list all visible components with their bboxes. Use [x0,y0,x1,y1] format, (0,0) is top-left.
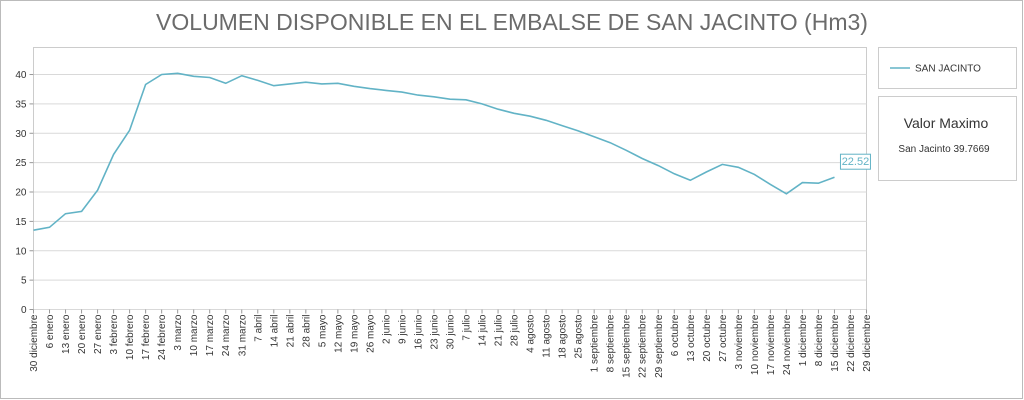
x-tick-label: 27 enero [93,314,104,354]
y-tick-label: 30 [15,129,27,140]
y-tick-label: 25 [15,158,27,169]
x-tick-label: 15 septiembre [622,314,633,378]
x-tick-label: 19 mayo [349,314,360,353]
y-tick-label: 35 [15,99,27,110]
x-tick-label: 6 octubre [670,314,681,356]
x-tick-label: 20 enero [77,314,88,354]
x-tick-label: 24 marzo [221,314,232,356]
series-line [33,72,835,231]
x-tick-label: 5 mayo [317,314,328,347]
x-tick-label: 14 abril [269,315,280,348]
x-tick-label: 12 mayo [333,314,344,353]
x-tick-label: 13 enero [61,314,72,354]
y-tick-label: 0 [21,305,27,316]
x-tick-label: 9 junio [397,314,408,344]
x-tick-label: 6 enero [45,314,56,348]
x-tick-label: 10 febrero [125,314,136,360]
y-tick-label: 40 [15,70,27,81]
x-tick-label: 22 diciembre [846,314,857,372]
x-tick-label: 17 febrero [141,314,152,360]
x-tick-label: 29 septiembre [654,314,665,378]
x-tick-label: 22 septiembre [638,314,649,378]
x-tick-label: 16 junio [413,314,424,349]
x-tick-label: 18 agosto [558,314,569,358]
x-tick-label: 17 marzo [205,314,216,356]
y-tick-label: 5 [21,276,27,287]
y-tick-label: 15 [15,217,27,228]
x-tick-label: 30 junio [446,314,457,349]
x-tick-label: 25 agosto [574,314,585,358]
x-tick-label: 29 diciembre [862,314,873,372]
x-tick-label: 21 julio [494,314,505,346]
y-tick-label: 20 [15,188,27,199]
x-tick-label: 20 octubre [702,314,713,362]
x-tick-label: 2 junio [381,314,392,344]
x-tick-label: 27 octubre [718,314,729,362]
legend-label: SAN JACINTO [915,64,981,75]
chart-title: VOLUMEN DISPONIBLE EN EL EMBALSE DE SAN … [156,9,868,35]
x-tick-label: 7 julio [462,314,473,341]
x-tick-label: 24 noviembre [782,314,793,375]
x-tick-label: 23 junio [429,314,440,349]
x-tick-label: 31 marzo [237,314,248,356]
x-tick-label: 24 febrero [157,314,168,360]
x-tick-label: 28 julio [510,314,521,346]
x-tick-label: 17 noviembre [766,314,777,375]
x-tick-label: 4 agosto [526,314,537,353]
x-tick-label: 28 abril [301,315,312,348]
x-tick-label: 1 septiembre [590,314,601,372]
max-box [878,96,1017,181]
x-tick-label: 3 febrero [109,314,120,354]
x-tick-label: 8 septiembre [606,314,617,372]
max-box-text: San Jacinto 39.7669 [898,144,990,155]
x-tick-label: 30 diciembre [29,314,40,372]
x-tick-label: 7 abril [253,315,264,342]
y-tick-label: 10 [15,246,27,257]
x-tick-label: 15 diciembre [830,314,841,372]
max-box-title: Valor Maximo [904,115,989,131]
x-tick-label: 10 marzo [189,314,200,356]
x-tick-label: 3 noviembre [734,314,745,369]
data-label: 22.52 [842,156,870,168]
x-tick-label: 1 diciembre [798,314,809,366]
x-tick-label: 11 agosto [542,314,553,358]
x-tick-label: 14 julio [478,314,489,346]
x-tick-label: 8 diciembre [814,314,825,366]
x-tick-label: 13 octubre [686,314,697,362]
x-tick-label: 26 mayo [365,314,376,353]
data-label-box [839,153,871,170]
x-tick-label: 10 noviembre [750,314,761,375]
x-tick-label: 3 marzo [173,314,184,351]
x-tick-label: 21 abril [285,315,296,348]
